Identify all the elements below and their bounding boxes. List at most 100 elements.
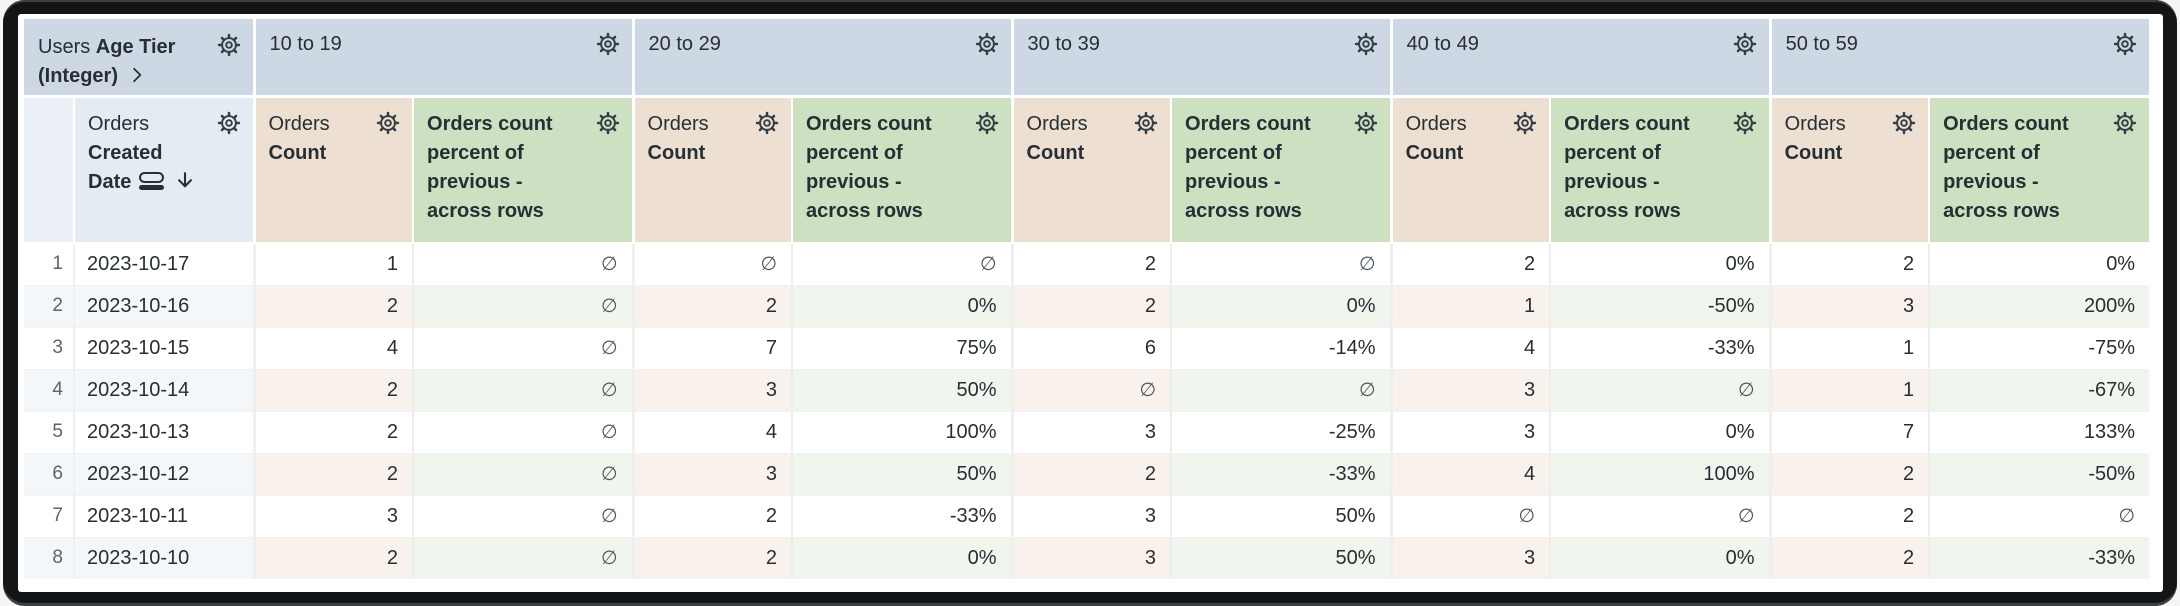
percent-cell[interactable]: ∅ [412, 452, 634, 495]
count-cell[interactable]: 2 [631, 284, 793, 327]
count-cell[interactable]: ∅ [1010, 368, 1172, 411]
date-cell[interactable]: 2023-10-10 [72, 536, 255, 579]
measure-header-percent[interactable]: Orders count percent of previous - acros… [412, 96, 634, 244]
percent-cell[interactable]: 0% [1928, 242, 2150, 285]
percent-cell[interactable]: ∅ [412, 326, 634, 369]
gear-icon[interactable] [754, 110, 780, 136]
percent-cell[interactable]: ∅ [412, 368, 634, 411]
count-cell[interactable]: 2 [631, 494, 793, 537]
count-cell[interactable]: 4 [252, 326, 414, 369]
gear-icon[interactable] [974, 110, 1000, 136]
percent-cell[interactable]: -33% [791, 494, 1013, 537]
percent-cell[interactable]: 100% [1549, 452, 1771, 495]
count-cell[interactable]: 2 [1010, 242, 1172, 285]
gear-icon[interactable] [1353, 110, 1379, 136]
pivot-group-header[interactable]: 40 to 49 [1389, 19, 1771, 98]
measure-header-percent[interactable]: Orders count percent of previous - acros… [1170, 96, 1392, 244]
count-cell[interactable]: 6 [1010, 326, 1172, 369]
count-cell[interactable]: 1 [1768, 326, 1930, 369]
percent-cell[interactable]: ∅ [1549, 368, 1771, 411]
gear-icon[interactable] [1891, 110, 1917, 136]
gear-icon[interactable] [2112, 31, 2138, 57]
count-cell[interactable]: 3 [252, 494, 414, 537]
percent-cell[interactable]: 0% [791, 536, 1013, 579]
percent-cell[interactable]: 50% [1170, 536, 1392, 579]
percent-cell[interactable]: ∅ [1928, 494, 2150, 537]
percent-cell[interactable]: -75% [1928, 326, 2150, 369]
measure-header-percent[interactable]: Orders count percent of previous - acros… [791, 96, 1013, 244]
percent-cell[interactable]: 50% [791, 452, 1013, 495]
gear-icon[interactable] [216, 32, 242, 58]
corner-header[interactable]: Users Age Tier (Integer) [24, 19, 255, 98]
percent-cell[interactable]: ∅ [412, 536, 634, 579]
count-cell[interactable]: 2 [252, 536, 414, 579]
percent-cell[interactable]: ∅ [1170, 368, 1392, 411]
percent-cell[interactable]: -33% [1928, 536, 2150, 579]
measure-header-count[interactable]: Orders Count [252, 96, 414, 244]
percent-cell[interactable]: 100% [791, 410, 1013, 453]
date-cell[interactable]: 2023-10-15 [72, 326, 255, 369]
pivot-group-header[interactable]: 50 to 59 [1768, 19, 2150, 98]
count-cell[interactable]: 2 [1389, 242, 1551, 285]
count-cell[interactable]: 2 [1768, 242, 1930, 285]
percent-cell[interactable]: ∅ [412, 242, 634, 285]
count-cell[interactable]: 3 [1010, 410, 1172, 453]
percent-cell[interactable]: 0% [1549, 410, 1771, 453]
percent-cell[interactable]: -14% [1170, 326, 1392, 369]
date-header[interactable]: Orders Created Date [72, 96, 255, 244]
percent-cell[interactable]: -25% [1170, 410, 1392, 453]
measure-header-count[interactable]: Orders Count [1010, 96, 1172, 244]
gear-icon[interactable] [974, 31, 1000, 57]
percent-cell[interactable]: ∅ [1549, 494, 1771, 537]
count-cell[interactable]: 2 [1768, 452, 1930, 495]
pivot-group-header[interactable]: 30 to 39 [1010, 19, 1392, 98]
count-cell[interactable]: 2 [252, 368, 414, 411]
count-cell[interactable]: 7 [1768, 410, 1930, 453]
date-cell[interactable]: 2023-10-14 [72, 368, 255, 411]
percent-cell[interactable]: 0% [1549, 242, 1771, 285]
percent-cell[interactable]: 0% [791, 284, 1013, 327]
gear-icon[interactable] [1732, 31, 1758, 57]
count-cell[interactable]: 3 [1389, 536, 1551, 579]
percent-cell[interactable]: -50% [1549, 284, 1771, 327]
date-cell[interactable]: 2023-10-13 [72, 410, 255, 453]
sort-desc-icon[interactable] [174, 170, 196, 192]
count-cell[interactable]: 2 [252, 284, 414, 327]
date-cell[interactable]: 2023-10-16 [72, 284, 255, 327]
pivot-group-header[interactable]: 20 to 29 [631, 19, 1013, 98]
count-cell[interactable]: 3 [1389, 368, 1551, 411]
gear-icon[interactable] [1732, 110, 1758, 136]
measure-header-count[interactable]: Orders Count [1768, 96, 1930, 244]
percent-cell[interactable]: 0% [1170, 284, 1392, 327]
percent-cell[interactable]: ∅ [412, 410, 634, 453]
gear-icon[interactable] [2112, 110, 2138, 136]
count-cell[interactable]: 2 [1010, 284, 1172, 327]
count-cell[interactable]: 1 [1389, 284, 1551, 327]
count-cell[interactable]: 4 [631, 410, 793, 453]
date-cell[interactable]: 2023-10-11 [72, 494, 255, 537]
percent-cell[interactable]: ∅ [412, 494, 634, 537]
percent-cell[interactable]: 50% [791, 368, 1013, 411]
count-cell[interactable]: 1 [252, 242, 414, 285]
gear-icon[interactable] [216, 110, 242, 136]
count-cell[interactable]: 2 [1010, 452, 1172, 495]
percent-cell[interactable]: ∅ [1170, 242, 1392, 285]
count-cell[interactable]: ∅ [1389, 494, 1551, 537]
measure-header-count[interactable]: Orders Count [1389, 96, 1551, 244]
expand-pivot-icon[interactable] [127, 65, 147, 85]
date-cell[interactable]: 2023-10-12 [72, 452, 255, 495]
percent-cell[interactable]: 200% [1928, 284, 2150, 327]
count-cell[interactable]: 4 [1389, 326, 1551, 369]
percent-cell[interactable]: 50% [1170, 494, 1392, 537]
count-cell[interactable]: 7 [631, 326, 793, 369]
percent-cell[interactable]: 0% [1549, 536, 1771, 579]
percent-cell[interactable]: -67% [1928, 368, 2150, 411]
count-cell[interactable]: 3 [1768, 284, 1930, 327]
date-cell[interactable]: 2023-10-17 [72, 242, 255, 285]
count-cell[interactable]: 1 [1768, 368, 1930, 411]
count-cell[interactable]: 2 [1768, 494, 1930, 537]
count-cell[interactable]: 2 [631, 536, 793, 579]
percent-cell[interactable]: -33% [1170, 452, 1392, 495]
measure-header-percent[interactable]: Orders count percent of previous - acros… [1549, 96, 1771, 244]
percent-cell[interactable]: 75% [791, 326, 1013, 369]
